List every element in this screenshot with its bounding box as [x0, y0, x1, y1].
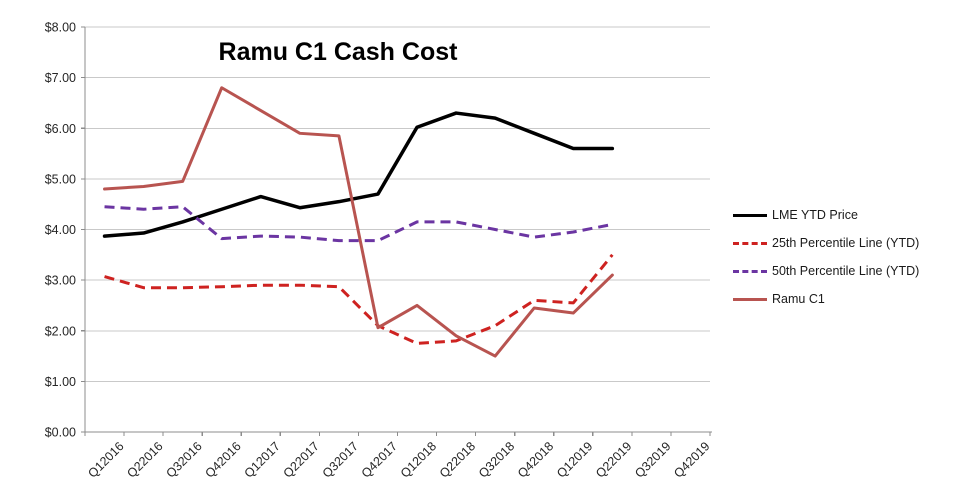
legend-swatch-ramu-c1: [733, 297, 767, 301]
y-tick-label: $5.00: [45, 172, 76, 186]
legend-label-lme-ytd-price: LME YTD Price: [772, 208, 858, 222]
x-tick-label: Q22019: [593, 439, 634, 480]
x-tick-label: Q12018: [398, 439, 439, 480]
x-tick-label: Q12017: [242, 439, 283, 480]
x-axis-tick-labels: Q12016Q22016Q32016Q42016Q12017Q22017Q320…: [85, 439, 712, 480]
x-tick-label: Q42019: [671, 439, 712, 480]
y-tick-label: $7.00: [45, 71, 76, 85]
legend-item-25th-percentile[interactable]: 25th Percentile Line (YTD): [733, 236, 919, 250]
y-tick-label: $0.00: [45, 426, 76, 440]
legend-item-50th-percentile[interactable]: 50th Percentile Line (YTD): [733, 264, 919, 278]
series-line-50th-percentile-line-ytd[interactable]: [104, 205, 613, 243]
x-tick-label: Q32017: [320, 439, 361, 480]
x-tick-label: Q22018: [437, 439, 478, 480]
legend-label-ramu-c1: Ramu C1: [772, 292, 825, 306]
y-tick-label: $6.00: [45, 122, 76, 136]
axes: [81, 26, 712, 436]
legend-item-lme-ytd-price[interactable]: LME YTD Price: [733, 208, 919, 222]
y-tick-label: $1.00: [45, 375, 76, 389]
x-tick-label: Q42018: [515, 439, 556, 480]
x-tick-label: Q22016: [124, 439, 165, 480]
x-tick-label: Q12019: [554, 439, 595, 480]
legend-swatch-25th-percentile: [733, 241, 767, 245]
x-tick-label: Q42016: [202, 439, 243, 480]
x-tick-label: Q22017: [281, 439, 322, 480]
legend-swatch-50th-percentile: [733, 269, 767, 273]
legend: LME YTD Price 25th Percentile Line (YTD)…: [733, 208, 919, 320]
y-tick-label: $2.00: [45, 324, 76, 338]
legend-item-ramu-c1[interactable]: Ramu C1: [733, 292, 919, 306]
x-tick-label: Q32018: [476, 439, 517, 480]
series-line-25th-percentile-line-ytd[interactable]: [104, 253, 614, 345]
y-tick-label: $8.00: [45, 21, 76, 35]
x-tick-label: Q12016: [85, 439, 126, 480]
legend-swatch-lme-ytd-price: [733, 213, 767, 217]
gridlines: [85, 26, 710, 382]
legend-label-50th-percentile: 50th Percentile Line (YTD): [772, 264, 920, 278]
chart-title[interactable]: Ramu C1 Cash Cost: [218, 38, 458, 66]
series-line-ramu-c1[interactable]: [103, 86, 614, 358]
x-tick-label: Q32016: [163, 439, 204, 480]
y-tick-label: $3.00: [45, 274, 76, 288]
x-tick-label: Q32019: [632, 439, 673, 480]
legend-label-25th-percentile: 25th Percentile Line (YTD): [772, 236, 920, 250]
y-axis-tick-labels: $0.00 $1.00 $2.00 $3.00 $4.00 $5.00 $6.00 $7.00…: [45, 21, 76, 440]
x-tick-label: Q42017: [359, 439, 400, 480]
series-line-lme-ytd-price[interactable]: [102, 111, 615, 238]
y-tick-label: $4.00: [45, 223, 76, 237]
